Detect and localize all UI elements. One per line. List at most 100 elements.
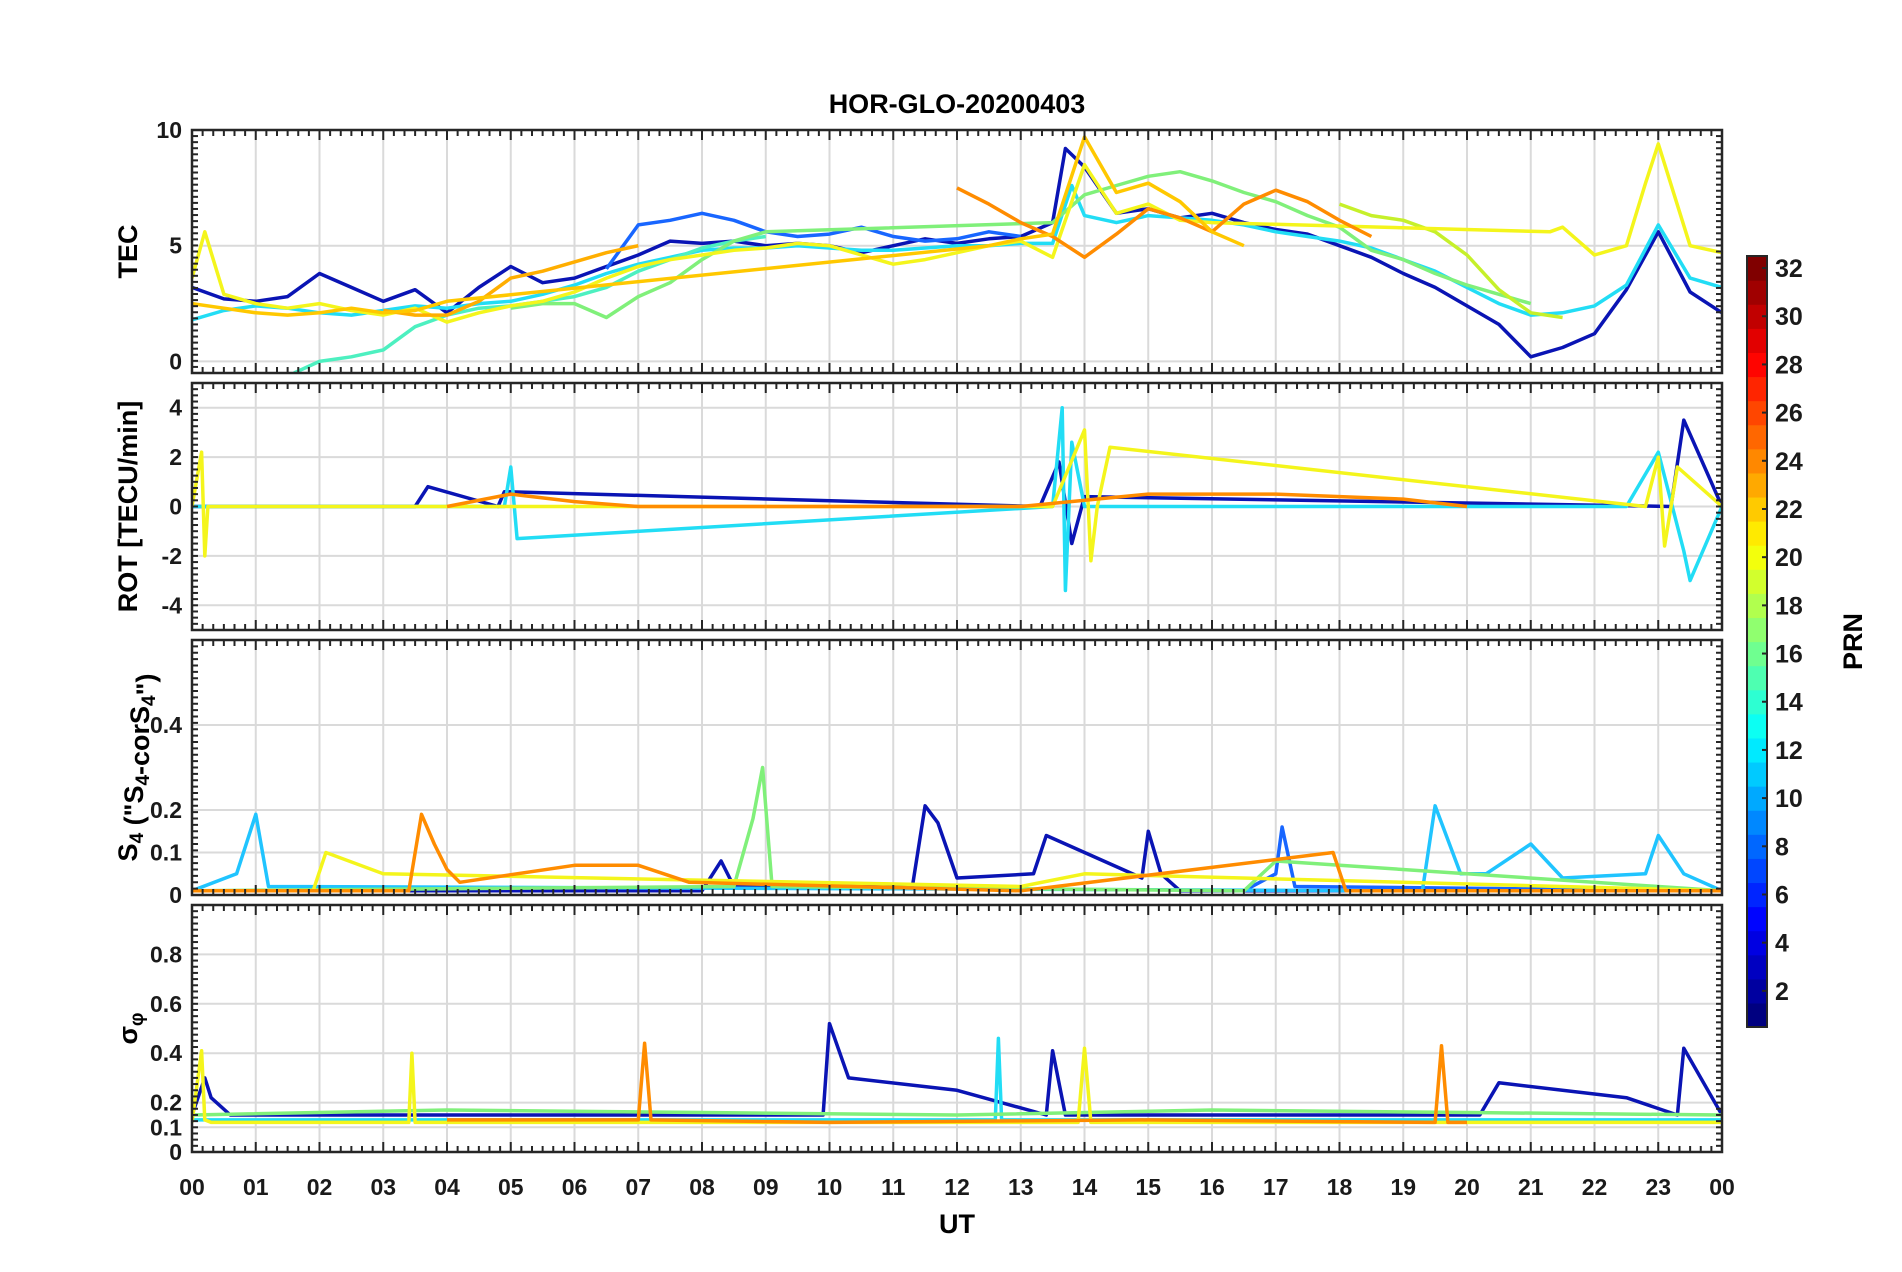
y-tick-label: -4 — [162, 592, 183, 618]
x-tick-label: 15 — [1135, 1174, 1161, 1200]
x-tick-label: 10 — [817, 1174, 843, 1200]
x-tick-label: 12 — [944, 1174, 970, 1200]
x-tick-label: 07 — [625, 1174, 651, 1200]
x-tick-label: 16 — [1199, 1174, 1225, 1200]
axes-frame — [190, 638, 1724, 897]
colorbar-segment — [1747, 978, 1767, 1004]
colorbar-tick-label: 28 — [1775, 351, 1803, 379]
colorbar-segment — [1747, 713, 1767, 739]
y-tick-label: 0.1 — [150, 1114, 182, 1140]
colorbar-segment — [1747, 545, 1767, 570]
colorbar-segment — [1747, 256, 1767, 281]
series-line-prn-2 — [192, 804, 1722, 893]
chart-title: HOR-GLO-20200403 — [829, 89, 1086, 119]
colorbar-segment — [1747, 472, 1767, 498]
colorbar-segment — [1747, 834, 1767, 859]
colorbar-tick-label: 30 — [1775, 303, 1803, 331]
colorbar-tick-label: 2 — [1775, 978, 1789, 1006]
axes-frame — [190, 381, 1724, 632]
series-line-prn-12 — [192, 405, 1722, 593]
colorbar-segment — [1747, 304, 1767, 329]
y-tick-label: 0.8 — [150, 941, 182, 967]
colorbar-tick-label: 14 — [1775, 689, 1803, 717]
series-line-prn-20 — [192, 1046, 1722, 1125]
colorbar-segment — [1747, 786, 1767, 811]
colorbar-tick-label: 26 — [1775, 400, 1803, 428]
colorbar-segment — [1747, 496, 1767, 522]
series-line-prn-23 — [956, 186, 1373, 260]
series-line-prn-2 — [192, 1021, 1722, 1117]
y-tick-label: 0 — [169, 348, 182, 374]
y-axis-label: ROT [TECU/min] — [113, 401, 143, 612]
colorbar-tick-label: 24 — [1775, 448, 1803, 476]
panel-tec: 0 5 10 TEC — [113, 117, 1724, 375]
colorbar-segment — [1747, 617, 1767, 643]
colorbar-segment — [1747, 689, 1767, 715]
x-tick-label: 03 — [370, 1174, 396, 1200]
x-tick-label: 19 — [1390, 1174, 1416, 1200]
y-axis-label: TEC — [113, 225, 143, 279]
y-tick-label: 4 — [169, 395, 182, 421]
colorbar-tick-label: 18 — [1775, 592, 1803, 620]
y-tick-label: 0 — [169, 882, 182, 908]
x-tick-label: 21 — [1518, 1174, 1544, 1200]
series-line-prn-18 — [1338, 202, 1563, 320]
colorbar-segment — [1747, 761, 1767, 787]
axes-frame — [190, 128, 1724, 375]
series-group — [192, 405, 1722, 593]
series-line-prn-6 — [604, 211, 1022, 270]
colorbar-segment — [1747, 665, 1767, 691]
x-tick-label: 08 — [689, 1174, 715, 1200]
series-line-prn-22 — [446, 492, 1468, 509]
y-tick-label: 5 — [169, 233, 182, 259]
x-tick-label: 01 — [243, 1174, 269, 1200]
colorbar-segment — [1747, 641, 1767, 667]
y-tick-label: 0.4 — [150, 1040, 182, 1066]
series-group — [192, 765, 1722, 893]
colorbar-segment — [1747, 906, 1767, 932]
series-line-prn-20 — [192, 142, 1722, 324]
series-line-prn-22 — [447, 1041, 1467, 1125]
panel-rot: -4 -2 0 2 4 ROT [TECU/min] — [113, 381, 1724, 632]
colorbar-tick-label: 20 — [1775, 544, 1803, 572]
colorbar-tick-label: 6 — [1775, 881, 1789, 909]
series-line-prn-16 — [510, 169, 1532, 320]
series-line-prn-24 — [192, 135, 1245, 317]
colorbar-segment — [1747, 424, 1767, 450]
x-tick-label: 05 — [498, 1174, 524, 1200]
colorbar-tick-label: 32 — [1775, 255, 1803, 283]
y-tick-label: 2 — [169, 444, 182, 470]
x-tick-label: 11 — [881, 1174, 906, 1200]
y-tick-label: 0.2 — [150, 797, 182, 823]
x-tick-label: 14 — [1072, 1174, 1098, 1200]
x-tick-label: 00 — [179, 1174, 205, 1200]
series-line-prn-20 — [192, 428, 1722, 563]
colorbar-segment — [1747, 448, 1767, 474]
axes-frame — [190, 903, 1724, 1154]
series-line-prn-22 — [383, 243, 639, 317]
colorbar-segment — [1747, 280, 1767, 305]
x-tick-label: 04 — [434, 1174, 460, 1200]
colorbar-segment — [1747, 954, 1767, 980]
x-axis-label: UT — [939, 1209, 975, 1239]
y-tick-label: 0.6 — [150, 991, 182, 1017]
y-tick-label: 0 — [169, 494, 182, 520]
series-group — [192, 1021, 1722, 1125]
x-axis-tick-labels: 00 01 02 03 04 05 06 07 08 09 10 11 12 13 14 15 16 17 18 19… — [179, 1174, 1735, 1200]
colorbar-segment — [1747, 569, 1767, 594]
colorbar-tick-label: 22 — [1775, 496, 1803, 524]
colorbar-segment — [1747, 810, 1767, 835]
x-tick-label: 00 — [1709, 1174, 1735, 1200]
x-tick-label: 09 — [753, 1174, 779, 1200]
x-tick-label: 18 — [1327, 1174, 1353, 1200]
x-tick-label: 23 — [1645, 1174, 1671, 1200]
colorbar-segment — [1747, 593, 1767, 619]
series-line-prn-22 — [192, 812, 1722, 893]
colorbar-segment — [1747, 400, 1767, 426]
panel-sigma-phi: 00.10.2 0.4 0.6 0.8 σφ — [113, 903, 1724, 1165]
colorbar-frame — [1746, 255, 1768, 1028]
colorbar-tick-label: 8 — [1775, 833, 1789, 861]
y-tick-label: 0.4 — [150, 712, 182, 738]
